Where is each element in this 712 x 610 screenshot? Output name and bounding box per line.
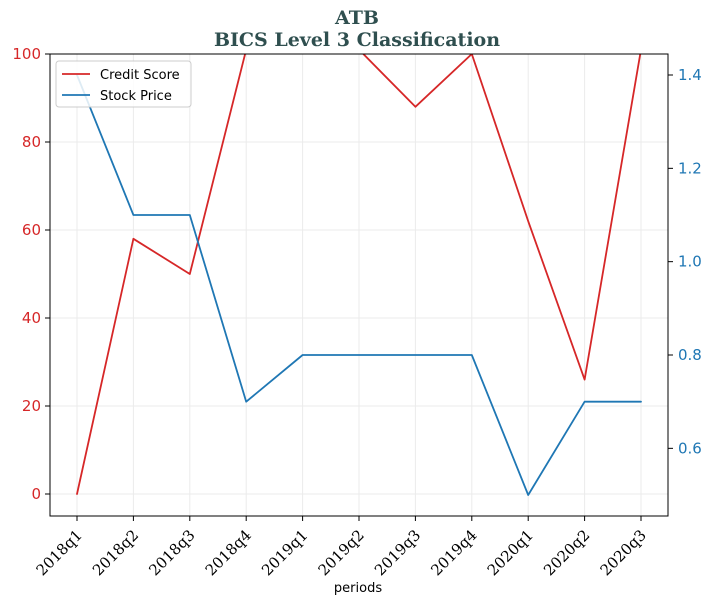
right-y-tick-label: 1.2 bbox=[678, 159, 702, 177]
right-y-tick-label: 0.8 bbox=[678, 346, 702, 364]
left-y-tick-label: 40 bbox=[22, 309, 41, 327]
legend: Credit Score Stock Price bbox=[55, 60, 192, 108]
x-tick-label: 2019q2 bbox=[315, 526, 368, 579]
x-tick-label: 2018q1 bbox=[33, 526, 86, 579]
left-y-tick-label: 80 bbox=[22, 133, 41, 151]
series-line-credit-score bbox=[76, 54, 642, 495]
legend-label-stock-price: Stock Price bbox=[100, 89, 172, 104]
chart-subtitle: BICS Level 3 Classification bbox=[214, 29, 500, 51]
x-tick-label: 2019q1 bbox=[258, 526, 311, 579]
legend-label-credit-score: Credit Score bbox=[100, 68, 180, 83]
chart-title: ATB bbox=[334, 7, 379, 29]
series-line-stock-price bbox=[76, 74, 642, 496]
left-y-axis: 0 20 40 60 80 100 bbox=[12, 45, 50, 503]
right-y-axis: 0.6 0.8 1.0 1.2 1.4 bbox=[668, 66, 702, 457]
left-y-tick-label: 20 bbox=[22, 397, 41, 415]
series-lines bbox=[76, 54, 642, 496]
right-y-tick-label: 1.0 bbox=[678, 253, 702, 271]
x-axis: 2018q1 2018q2 2018q3 2018q4 2019q1 2019q2 2019… bbox=[33, 516, 650, 579]
grid-lines bbox=[50, 53, 668, 516]
right-y-tick-label: 0.6 bbox=[678, 439, 702, 457]
x-tick-label: 2018q2 bbox=[89, 526, 142, 579]
right-y-tick-label: 1.4 bbox=[678, 66, 702, 84]
x-tick-label: 2020q3 bbox=[597, 526, 650, 579]
x-tick-label: 2018q4 bbox=[202, 526, 255, 579]
left-y-tick-label: 0 bbox=[31, 485, 41, 503]
left-y-tick-label: 60 bbox=[22, 221, 41, 239]
x-tick-label: 2019q3 bbox=[371, 526, 424, 579]
x-tick-label: 2020q2 bbox=[540, 526, 593, 579]
x-tick-label: 2018q3 bbox=[145, 526, 198, 579]
x-tick-label: 2020q1 bbox=[484, 526, 537, 579]
x-tick-label: 2019q4 bbox=[427, 526, 480, 579]
left-y-tick-label: 100 bbox=[12, 45, 41, 63]
x-axis-label: periods bbox=[334, 581, 382, 596]
